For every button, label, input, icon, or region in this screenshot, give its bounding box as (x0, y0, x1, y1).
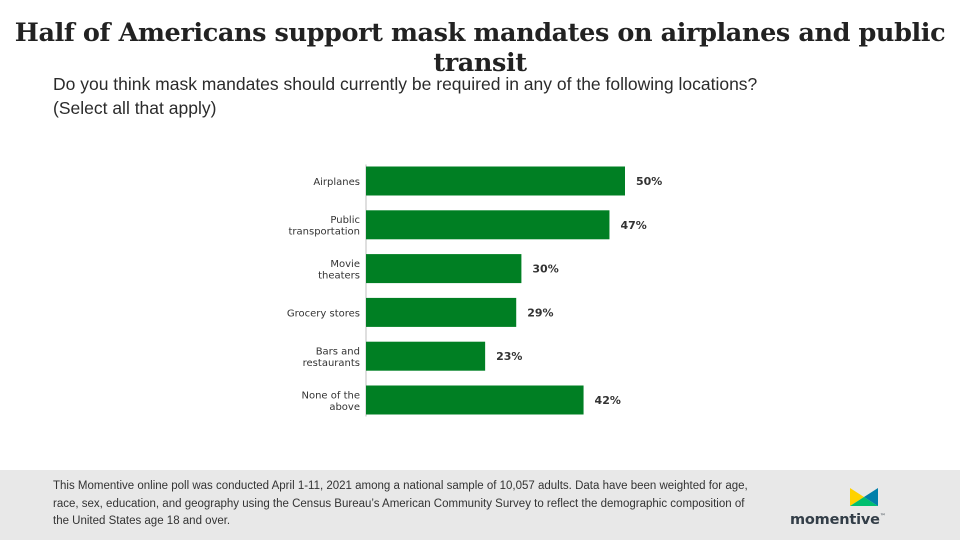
logo-green-shape (850, 497, 878, 506)
bar-4 (366, 341, 486, 371)
category-label-line: restaurants (303, 358, 360, 369)
category-label-line: transportation (289, 227, 361, 238)
logo-blue-shape (864, 488, 878, 506)
category-label-2: Movie theaters (318, 259, 360, 282)
question-line-1: Do you think mask mandates should curren… (53, 74, 758, 94)
category-label-1: Public transportation (289, 215, 361, 238)
value-label-2: 30% (532, 263, 558, 276)
momentive-logo: momentive™ (790, 488, 890, 534)
value-label-1: 47% (620, 219, 646, 232)
category-label-0: Airplanes (313, 177, 360, 188)
category-label-line: Movie (330, 259, 360, 270)
question-line-2: (Select all that apply) (53, 98, 217, 118)
value-label-3: 29% (527, 306, 553, 319)
category-label-5: None of the above (302, 390, 361, 413)
footer: This Momentive online poll was conducted… (0, 470, 960, 540)
category-label-line: Airplanes (313, 177, 360, 188)
category-label-4: Bars and restaurants (303, 346, 360, 369)
bar-3 (366, 297, 517, 327)
momentive-logo-icon (850, 488, 878, 506)
logo-yellow-shape (850, 488, 864, 506)
value-label-4: 23% (496, 350, 522, 363)
category-label-line: Grocery stores (287, 308, 360, 319)
logo-wordmark: momentive™ (790, 512, 886, 528)
category-label-line: Public (330, 215, 360, 226)
bar-5 (366, 385, 584, 415)
category-label-line: above (329, 402, 360, 413)
category-label-line: Bars and (316, 346, 360, 357)
value-label-5: 42% (595, 394, 621, 407)
category-label-3: Grocery stores (287, 308, 360, 319)
bar-1 (366, 210, 610, 240)
value-label-0: 50% (636, 175, 662, 188)
category-label-line: theaters (318, 270, 360, 281)
methodology-note: This Momentive online poll was conducted… (53, 480, 748, 527)
bar-chart: 50% Airplanes 47% Public transportation 30% Mo… (287, 164, 662, 417)
category-label-line: None of the (302, 390, 361, 401)
page-title: Half of Americans support mask mandates … (14, 18, 946, 78)
bar-0 (366, 166, 625, 196)
bar-2 (366, 254, 522, 284)
chart-question: Do you think mask mandates should curren… (53, 72, 913, 120)
